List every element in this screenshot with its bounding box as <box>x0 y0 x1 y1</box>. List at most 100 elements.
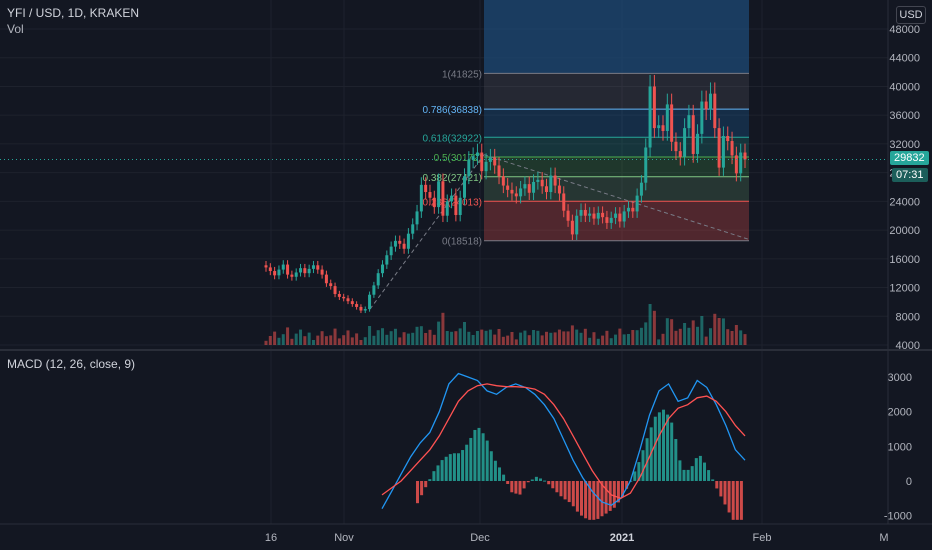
macd-tick-label: 3000 <box>888 372 912 384</box>
volume-bar <box>570 325 574 345</box>
candle-body <box>527 184 531 193</box>
candle-body <box>471 156 475 160</box>
candle-body <box>635 195 639 212</box>
time-label: M <box>879 532 888 544</box>
volume-bar <box>683 323 687 345</box>
volume-bar <box>605 330 609 345</box>
volume-bar <box>497 329 501 345</box>
price-tick-label: 24000 <box>889 196 920 208</box>
macd-hist-bar <box>711 479 715 481</box>
volume-bar <box>708 328 712 345</box>
signal-line <box>381 383 746 500</box>
macd-hist-bar <box>571 481 575 507</box>
volume-bar <box>583 328 587 345</box>
macd-hist-bar <box>588 481 592 520</box>
volume-bar <box>290 338 294 345</box>
macd-hist-bar <box>465 444 469 481</box>
volume-bar <box>450 331 454 345</box>
candle-body <box>350 301 354 305</box>
candle-body <box>549 175 553 193</box>
candle-body <box>432 197 436 208</box>
volume-bar <box>471 335 475 345</box>
macd-hist-bar <box>448 454 452 481</box>
macd-label[interactable]: MACD (12, 26, close, 9) <box>7 357 136 371</box>
volume-bar <box>670 319 674 345</box>
volume-bar <box>454 331 458 345</box>
candle-body <box>454 195 458 216</box>
macd-hist-bar <box>502 474 506 481</box>
macd-tick-label: -1000 <box>884 511 912 523</box>
macd-hist-bar <box>641 450 645 481</box>
fibonacci-retracement[interactable]: 1(41825) 0.786(36838) 0.618(32922) 0.5(3017… <box>369 0 750 310</box>
candle-body <box>514 193 518 197</box>
macd-hist-bar <box>543 480 547 482</box>
macd-hist-bar <box>563 481 567 500</box>
volume-bar <box>557 329 561 345</box>
volume-bar <box>700 316 704 345</box>
volume-bar <box>273 331 277 345</box>
macd-hist-bar <box>645 438 649 481</box>
price-tick-label: 16000 <box>889 254 920 266</box>
candle-body <box>657 125 661 129</box>
price-tick-label: 12000 <box>889 283 920 295</box>
macd-hist-bar <box>477 427 481 481</box>
currency-button[interactable]: USD <box>896 6 926 24</box>
volume-bar <box>635 330 639 345</box>
macd-hist-bar <box>657 412 661 481</box>
price-candles <box>264 74 747 314</box>
macd-hist-bar <box>604 481 608 514</box>
macd-hist-bar <box>670 422 674 481</box>
macd-hist-bar <box>526 481 530 483</box>
macd-hist-bar <box>612 481 616 508</box>
volume-bar <box>299 329 303 345</box>
candle-body <box>480 152 484 172</box>
candle-body <box>605 217 609 223</box>
candle-body <box>299 268 303 273</box>
candle-body <box>493 157 497 166</box>
time-label: 2021 <box>610 532 634 544</box>
macd-hist-bar <box>666 414 670 481</box>
macd-hist-bar <box>539 478 542 481</box>
macd-hist-bar <box>584 481 588 519</box>
macd-hist-bar <box>625 481 629 489</box>
candle-body <box>678 151 682 157</box>
volume-bar <box>665 318 669 345</box>
volume-bar <box>368 326 372 345</box>
macd-line <box>381 372 746 510</box>
volume-bar <box>277 337 281 345</box>
candle-body <box>411 224 415 234</box>
candle-body <box>519 188 523 197</box>
candle-body <box>277 269 281 276</box>
volume-bar <box>359 340 363 345</box>
candle-body <box>631 207 635 212</box>
candle-body <box>614 213 618 218</box>
volume-label[interactable]: Vol <box>7 22 24 36</box>
volume-bar <box>721 318 725 345</box>
macd-hist-bar <box>637 462 641 481</box>
macd-hist-bar <box>653 416 657 481</box>
price-tick-label: 36000 <box>889 110 920 122</box>
volume-bar <box>566 331 570 345</box>
candle-body <box>307 268 311 274</box>
volume-bar <box>337 338 341 345</box>
macd-tick-label: 0 <box>906 476 912 488</box>
candle-body <box>674 141 678 152</box>
candle-body <box>601 212 605 218</box>
time-label: 16 <box>265 532 277 544</box>
volume-bar <box>488 329 492 345</box>
macd-hist-bar <box>436 465 440 481</box>
macd-hist-bar <box>739 481 743 520</box>
volume-bar <box>527 335 531 345</box>
macd-hist-bar <box>452 453 456 481</box>
candle-body <box>532 181 536 193</box>
candle-body <box>562 193 566 211</box>
volume-bar <box>484 330 488 345</box>
candle-body <box>721 136 725 168</box>
volume-bar <box>562 331 566 345</box>
symbol-title[interactable]: YFI / USD, 1D, KRAKEN <box>7 6 140 20</box>
candle-body <box>311 265 315 269</box>
candle-body <box>544 186 548 193</box>
volume-bar <box>316 335 320 345</box>
volume-bar <box>691 320 695 345</box>
